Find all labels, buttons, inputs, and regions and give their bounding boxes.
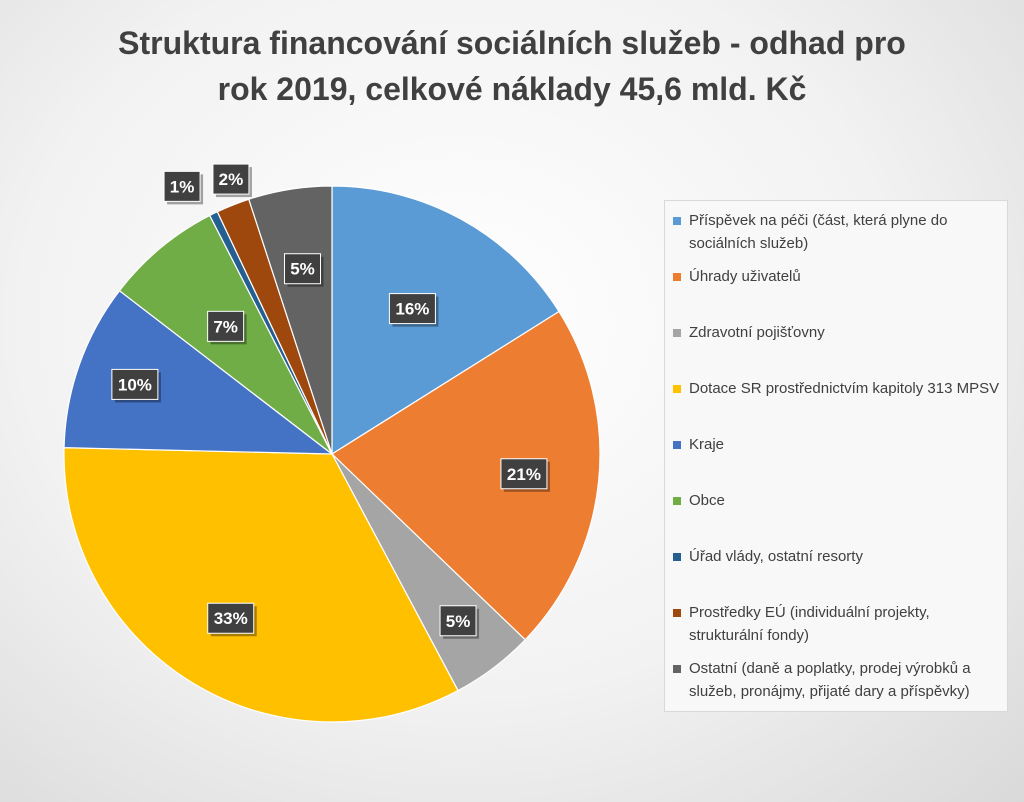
data-label-text: 7%: [213, 317, 238, 336]
legend-label: Kraje: [689, 436, 725, 453]
legend-item: Úhrady uživatelů: [673, 265, 1003, 288]
pie-slice: [248, 185, 333, 455]
data-label: 2%: [212, 163, 252, 198]
legend-item: Prostředky EÚ (individuální projekty, st…: [673, 601, 1003, 647]
data-label-box: [207, 602, 255, 634]
pie-slice: [63, 289, 334, 455]
pie-slice: [63, 447, 459, 723]
chart-title-line-1: Struktura financování sociálních služeb …: [118, 25, 906, 61]
legend-swatch: [673, 329, 681, 337]
legend-item: Příspěvek na péči (část, která plyne do …: [673, 209, 1003, 255]
legend-label: Obce: [689, 492, 725, 509]
data-label: 21%: [500, 458, 550, 492]
legend-item: Obce: [673, 489, 1003, 512]
legend-label: Ostatní (daně a poplatky, prodej výrobků…: [689, 660, 971, 700]
legend-label: Zdravotní pojišťovny: [689, 324, 825, 341]
legend-item: Kraje: [673, 433, 1003, 456]
data-label: 5%: [439, 605, 480, 639]
legend-swatch: [673, 385, 681, 393]
legend-swatch: [673, 441, 681, 449]
chart-title: Struktura financování sociálních služeb …: [60, 20, 964, 112]
data-labels: 16% 21% 5% 33% 10% 7% 1% 2% 5%: [111, 163, 550, 639]
legend-item: Zdravotní pojišťovny: [673, 321, 1003, 344]
chart-title-line-2: rok 2019, celkové náklady 45,6 mld. Kč: [217, 71, 807, 107]
legend-swatch: [673, 609, 681, 617]
data-label-box: [163, 170, 201, 202]
pie-slice: [331, 310, 601, 641]
legend-item: Ostatní (daně a poplatky, prodej výrobků…: [673, 657, 1003, 703]
pie-slice: [331, 185, 560, 456]
legend-swatch: [673, 217, 681, 225]
legend-swatch: [673, 273, 681, 281]
legend-swatch: [673, 665, 681, 673]
legend-item: Úřad vlády, ostatní resorty: [673, 545, 1003, 568]
data-label-box: [439, 605, 477, 637]
data-label-text: 10%: [118, 375, 152, 394]
data-label: 16%: [388, 293, 439, 327]
data-label-text: 21%: [507, 465, 541, 484]
legend: Příspěvek na péči (část, která plyne do …: [664, 200, 1008, 712]
data-label-box: [388, 293, 436, 325]
data-label: 33%: [207, 602, 257, 637]
data-label-box: [212, 163, 250, 195]
legend-swatch: [673, 497, 681, 505]
data-label-text: 1%: [170, 177, 195, 196]
legend-label: Úřad vlády, ostatní resorty: [689, 548, 863, 565]
data-label-text: 5%: [446, 612, 471, 631]
legend-label: Úhrady uživatelů: [689, 268, 801, 285]
data-label-text: 16%: [395, 300, 429, 319]
data-label: 7%: [207, 310, 247, 345]
data-label: 5%: [284, 253, 324, 287]
pie-slices: [63, 185, 601, 723]
legend-label: Příspěvek na péči (část, která plyne do …: [689, 212, 948, 252]
legend-item: Dotace SR prostřednictvím kapitoly 313 M…: [673, 377, 1003, 400]
legend-label: Prostředky EÚ (individuální projekty, st…: [689, 604, 930, 644]
data-label-box: [500, 458, 548, 490]
data-label-text: 5%: [290, 260, 315, 279]
data-label-text: 33%: [214, 609, 248, 628]
data-label-text: 2%: [219, 170, 244, 189]
data-label-box: [284, 253, 322, 285]
data-label: 1%: [163, 170, 204, 205]
legend-label: Dotace SR prostřednictvím kapitoly 313 M…: [689, 380, 1000, 397]
data-label-box: [207, 310, 245, 342]
data-label: 10%: [111, 368, 161, 403]
legend-swatch: [673, 553, 681, 561]
data-label-box: [111, 368, 159, 400]
